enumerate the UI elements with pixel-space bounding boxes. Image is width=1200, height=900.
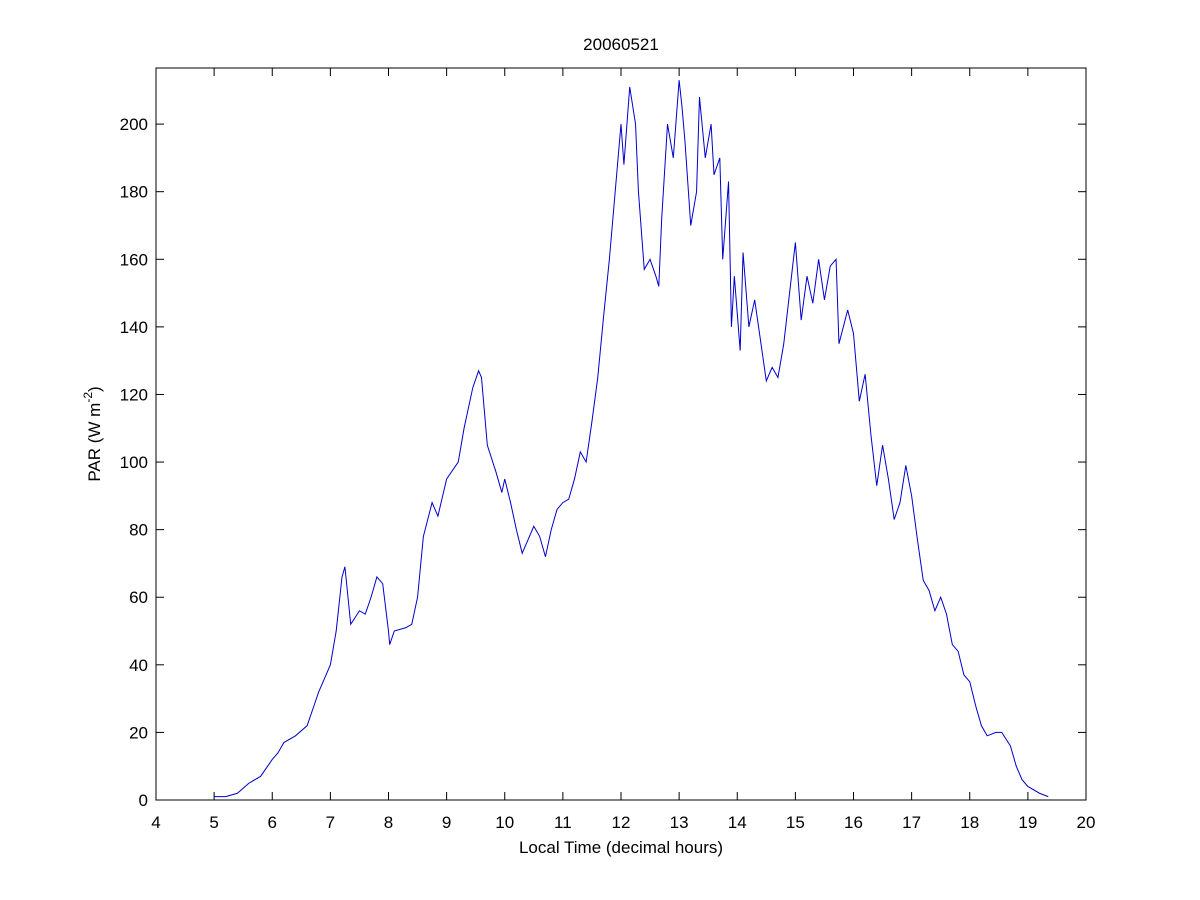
y-tick-label: 20 xyxy=(129,723,148,742)
data-line xyxy=(214,80,1049,798)
y-tick-label: 180 xyxy=(120,183,148,202)
y-axis-label: PAR (W m-2) xyxy=(81,386,104,481)
x-tick-label: 6 xyxy=(268,813,277,832)
y-label-superscript: -2 xyxy=(81,392,95,403)
y-label-suffix: ) xyxy=(85,386,104,392)
x-tick-label: 11 xyxy=(554,813,572,832)
chart-title: 20060521 xyxy=(583,35,659,54)
x-tick-label: 17 xyxy=(902,813,921,832)
y-tick-label: 40 xyxy=(129,656,148,675)
x-tick-label: 20 xyxy=(1077,813,1096,832)
y-tick-label: 80 xyxy=(129,521,148,540)
y-tick-label: 160 xyxy=(120,250,148,269)
x-tick-label: 15 xyxy=(786,813,805,832)
y-tick-label: 100 xyxy=(120,453,148,472)
x-tick-label: 5 xyxy=(209,813,218,832)
y-tick-label: 0 xyxy=(139,791,148,810)
y-label-text: PAR (W m xyxy=(85,403,104,482)
x-tick-label: 4 xyxy=(151,813,160,832)
x-axis-label: Local Time (decimal hours) xyxy=(519,838,723,857)
x-tick-label: 12 xyxy=(612,813,631,832)
y-tick-label: 140 xyxy=(120,318,148,337)
y-tick-label: 60 xyxy=(129,588,148,607)
x-tick-label: 9 xyxy=(442,813,451,832)
x-tick-label: 19 xyxy=(1018,813,1037,832)
x-tick-label: 18 xyxy=(960,813,979,832)
x-tick-label: 10 xyxy=(495,813,514,832)
y-tick-label: 120 xyxy=(120,385,148,404)
y-tick-label: 200 xyxy=(120,115,148,134)
x-tick-label: 16 xyxy=(844,813,863,832)
x-tick-label: 14 xyxy=(728,813,747,832)
x-tick-label: 8 xyxy=(384,813,393,832)
x-tick-label: 7 xyxy=(326,813,335,832)
x-tick-label: 13 xyxy=(670,813,689,832)
